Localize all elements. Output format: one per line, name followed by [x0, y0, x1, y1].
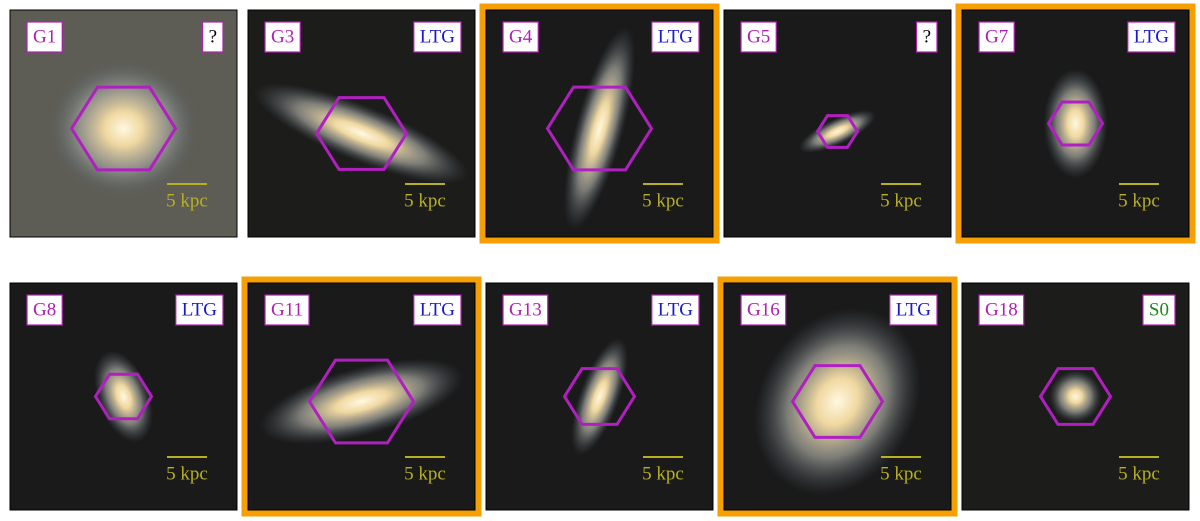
- scale-label: 5 kpc: [404, 190, 446, 211]
- id-label: G16: [747, 299, 780, 320]
- scale-label: 5 kpc: [642, 463, 684, 484]
- class-label: LTG: [658, 26, 693, 47]
- scale-label: 5 kpc: [880, 463, 922, 484]
- class-label-box: [915, 21, 938, 53]
- highlight-frame: [241, 276, 482, 517]
- aperture-hexagon: [1046, 100, 1105, 147]
- scale-label: 5 kpc: [404, 463, 446, 484]
- id-label: G4: [509, 26, 533, 47]
- id-label-box: [502, 21, 539, 53]
- highlight-frame: [479, 3, 720, 244]
- scale-label: 5 kpc: [1118, 463, 1160, 484]
- aperture-hexagon: [1038, 367, 1113, 426]
- galaxy: [48, 60, 199, 197]
- id-label-box: [502, 294, 549, 326]
- aperture-hexagon: [69, 85, 178, 172]
- highlight-frame: [717, 276, 958, 517]
- galaxy: [254, 83, 469, 184]
- class-label: LTG: [1134, 26, 1169, 47]
- aperture-hexagon: [815, 114, 860, 149]
- id-label-box: [264, 21, 301, 53]
- galaxy: [563, 26, 636, 231]
- id-label: G8: [33, 299, 56, 320]
- id-label-box: [264, 294, 310, 326]
- class-label-box: [1142, 294, 1176, 326]
- id-label-box: [740, 294, 787, 326]
- panel: G8 LTG 5 kpc: [9, 282, 238, 511]
- id-label: G18: [985, 299, 1018, 320]
- class-label-box: [413, 294, 462, 326]
- id-label: G11: [271, 299, 303, 320]
- class-label-box: [201, 21, 224, 53]
- panel: G4 LTG 5 kpc: [479, 3, 720, 244]
- galaxy: [1043, 68, 1108, 179]
- class-label: S0: [1149, 299, 1169, 320]
- class-label: LTG: [896, 299, 931, 320]
- scale-label: 5 kpc: [880, 190, 922, 211]
- galaxy: [259, 358, 464, 445]
- aperture-hexagon: [545, 85, 654, 172]
- class-label-box: [175, 294, 224, 326]
- panel: G5 ? 5 kpc: [723, 9, 952, 238]
- galaxy: [1049, 370, 1102, 423]
- panel: G13 LTG 5 kpc: [485, 282, 714, 511]
- id-label: G5: [747, 26, 770, 47]
- class-label: LTG: [420, 26, 455, 47]
- class-label: LTG: [182, 299, 217, 320]
- aperture-hexagon: [562, 367, 637, 426]
- id-label: G7: [985, 26, 1008, 47]
- class-label-box: [1127, 21, 1176, 53]
- panel: G1 ? 5 kpc: [9, 9, 238, 238]
- galaxy: [754, 308, 921, 495]
- panel: G7 LTG 5 kpc: [955, 3, 1196, 244]
- scale-label: 5 kpc: [642, 190, 684, 211]
- aperture-hexagon: [307, 358, 416, 445]
- class-label-box: [889, 294, 938, 326]
- panel: G11 LTG 5 kpc: [241, 276, 482, 517]
- class-label-box: [651, 294, 700, 326]
- class-label-box: [651, 21, 700, 53]
- id-label: G13: [509, 299, 542, 320]
- scale-label: 5 kpc: [166, 463, 208, 484]
- class-label: ?: [923, 26, 931, 47]
- class-label: LTG: [420, 299, 455, 320]
- id-label: G3: [271, 26, 294, 47]
- panel: G16 LTG 5 kpc: [717, 276, 958, 517]
- class-label: ?: [209, 26, 217, 47]
- aperture-hexagon: [790, 364, 885, 439]
- id-label-box: [26, 21, 63, 53]
- scale-label: 5 kpc: [1118, 190, 1160, 211]
- panel: G18 S0 5 kpc: [961, 282, 1190, 511]
- class-label: LTG: [658, 299, 693, 320]
- class-label-box: [413, 21, 462, 53]
- galaxy: [799, 110, 876, 153]
- id-label-box: [978, 294, 1025, 326]
- id-label-box: [978, 21, 1015, 53]
- highlight-frame: [955, 3, 1196, 244]
- id-label-box: [26, 294, 63, 326]
- panel: G3 LTG 5 kpc: [247, 9, 476, 238]
- aperture-hexagon: [314, 96, 409, 171]
- scale-label: 5 kpc: [166, 190, 208, 211]
- aperture-hexagon: [93, 372, 154, 421]
- id-label-box: [740, 21, 777, 53]
- id-label: G1: [33, 26, 56, 47]
